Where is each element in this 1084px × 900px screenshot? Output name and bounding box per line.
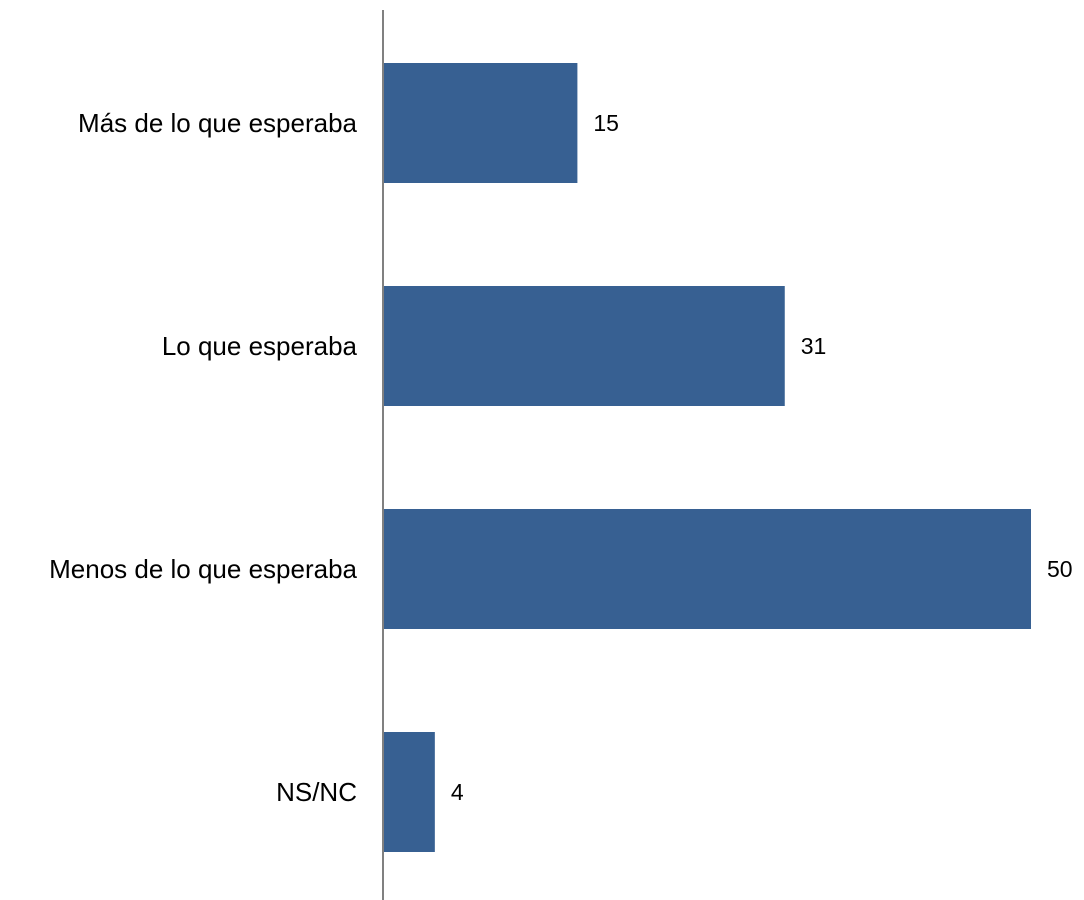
value-label-lo-que-esperaba: 31: [801, 333, 827, 359]
category-label-mas-de-lo-que-esperaba: Más de lo que esperaba: [78, 108, 358, 138]
bar-menos-de-lo-que-esperaba: [383, 509, 1031, 629]
category-label-menos-de-lo-que-esperaba: Menos de lo que esperaba: [49, 554, 357, 584]
bars-group: [383, 63, 1031, 852]
bar-mas-de-lo-que-esperaba: [383, 63, 578, 183]
category-label-lo-que-esperaba: Lo que esperaba: [162, 331, 358, 361]
bar-lo-que-esperaba: [383, 286, 785, 406]
category-labels: Más de lo que esperaba Lo que esperaba Men…: [49, 108, 357, 807]
value-label-mas-de-lo-que-esperaba: 15: [593, 110, 619, 136]
value-label-menos-de-lo-que-esperaba: 50: [1047, 556, 1073, 582]
category-label-ns-nc: NS/NC: [276, 777, 357, 807]
bar-ns-nc: [383, 732, 435, 852]
value-labels: 15 31 50 4: [451, 110, 1073, 805]
value-label-ns-nc: 4: [451, 779, 464, 805]
